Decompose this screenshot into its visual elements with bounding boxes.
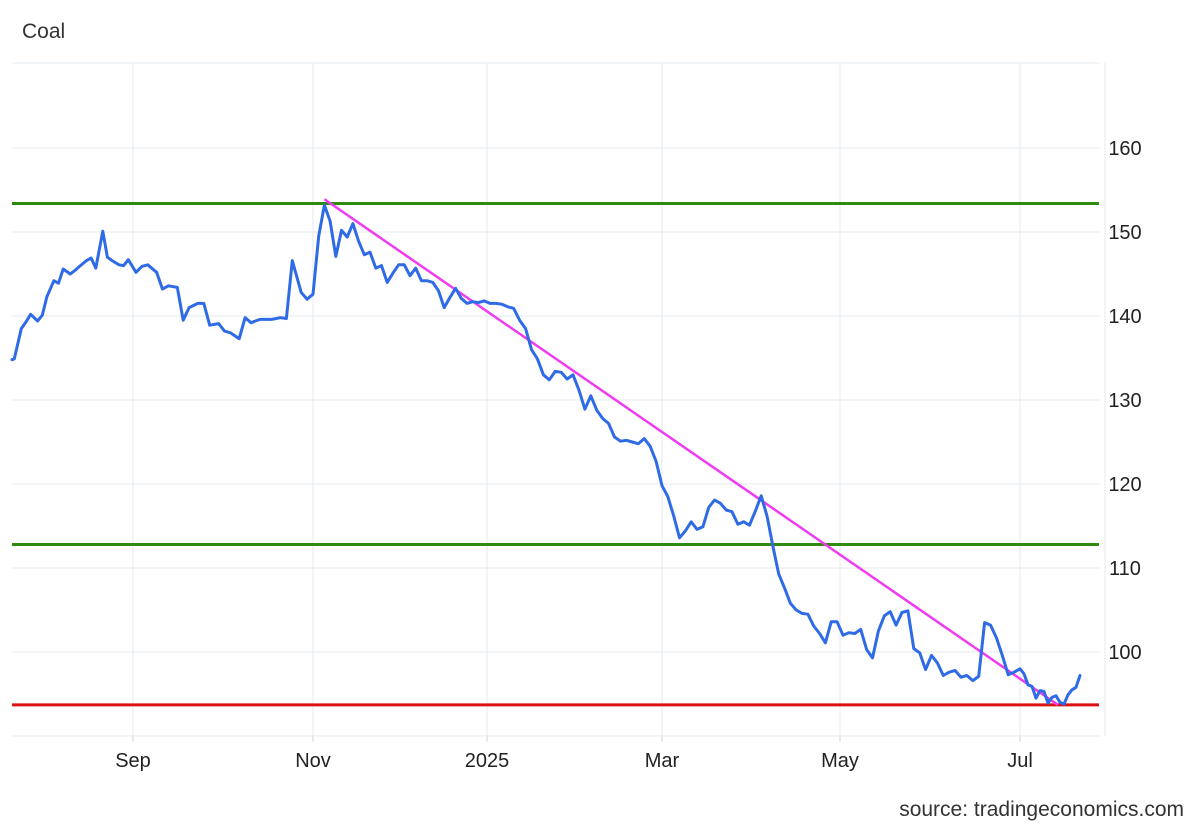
x-tick-label: Jul (1007, 750, 1033, 772)
tick-labels: 100 110 120 130 140 150 160 Sep Nov 2025 Mar May Jul (115, 138, 1141, 772)
x-tick-label: Sep (115, 750, 151, 772)
series-layer (10, 203, 1082, 706)
y-tick-label: 140 (1108, 306, 1141, 328)
y-tick-label: 110 (1109, 558, 1141, 580)
x-tick-label: Mar (645, 750, 680, 772)
source-label: source: tradingeconomics.com (899, 798, 1184, 821)
x-tick-label: Nov (295, 750, 331, 772)
reference-lines (12, 198, 1099, 707)
y-tick-label: 160 (1108, 138, 1141, 160)
y-tick-label: 130 (1108, 390, 1141, 412)
price-series-line (10, 203, 1082, 706)
x-tick-label: May (821, 750, 859, 772)
y-tick-label: 100 (1108, 642, 1141, 664)
trendline (323, 198, 1059, 706)
grid-layer (12, 62, 1106, 742)
y-tick-label: 150 (1108, 222, 1141, 244)
x-tick-label: 2025 (465, 750, 510, 772)
y-tick-label: 120 (1108, 474, 1141, 496)
chart-title: Coal (22, 20, 66, 43)
